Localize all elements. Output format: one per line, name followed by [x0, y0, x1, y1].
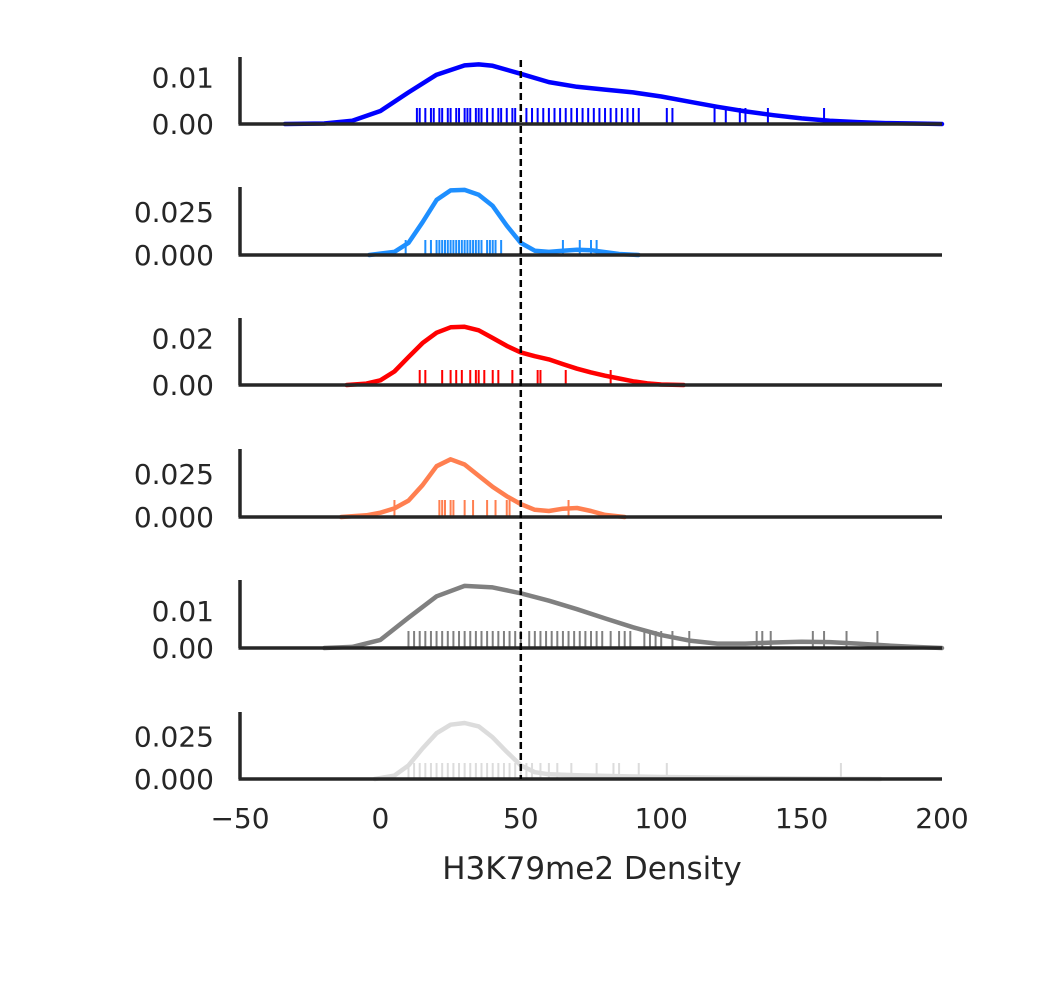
density-panel: 0.000 0.025 [134, 449, 942, 534]
density-curve [282, 62, 945, 127]
x-tick-label: 0 [371, 802, 389, 835]
density-panel: 0.000 0.025 [134, 187, 942, 272]
density-curve [338, 457, 627, 520]
y-tick-label: 0.000 [134, 239, 214, 272]
density-curve [366, 187, 641, 258]
x-tick-label: −50 [210, 802, 269, 835]
x-tick-label: 200 [915, 802, 968, 835]
rug-ticks [393, 500, 570, 516]
y-tick-label: 0.025 [134, 721, 214, 754]
rug-ticks [418, 370, 612, 384]
rug-ticks [407, 631, 879, 647]
y-tick-label: 0.00 [152, 369, 214, 402]
density-curve [321, 583, 945, 651]
x-tick-label: 100 [634, 802, 687, 835]
density-curve [344, 324, 686, 388]
y-tick-label: 0.00 [152, 108, 214, 141]
y-tick-label: 0.01 [152, 595, 214, 628]
y-tick-label: 0.01 [152, 61, 214, 94]
x-axis-title: H3K79me2 Density [442, 851, 742, 887]
x-tick-label: 50 [503, 802, 539, 835]
y-tick-label: 0.025 [134, 458, 214, 491]
density-panels: 0.000.010.0000.0250.000.020.0000.0250.00… [134, 57, 945, 796]
density-panel: 0.000 0.025 [134, 712, 942, 796]
rug-ticks [404, 240, 598, 254]
density-panel: 0.00 0.02 [152, 318, 942, 402]
density-curve [372, 720, 883, 782]
y-tick-label: 0.000 [134, 501, 214, 534]
x-tick-label: 150 [775, 802, 828, 835]
y-tick-label: 0.000 [134, 763, 214, 796]
y-tick-label: 0.02 [152, 322, 214, 355]
x-axis: −50 0 50 100 150 200 [210, 802, 968, 835]
y-tick-label: 0.00 [152, 632, 214, 665]
density-panel: 0.00 0.01 [152, 57, 945, 141]
rug-ticks [415, 108, 826, 123]
y-tick-label: 0.025 [134, 196, 214, 229]
density-panel: 0.00 0.01 [152, 580, 945, 665]
